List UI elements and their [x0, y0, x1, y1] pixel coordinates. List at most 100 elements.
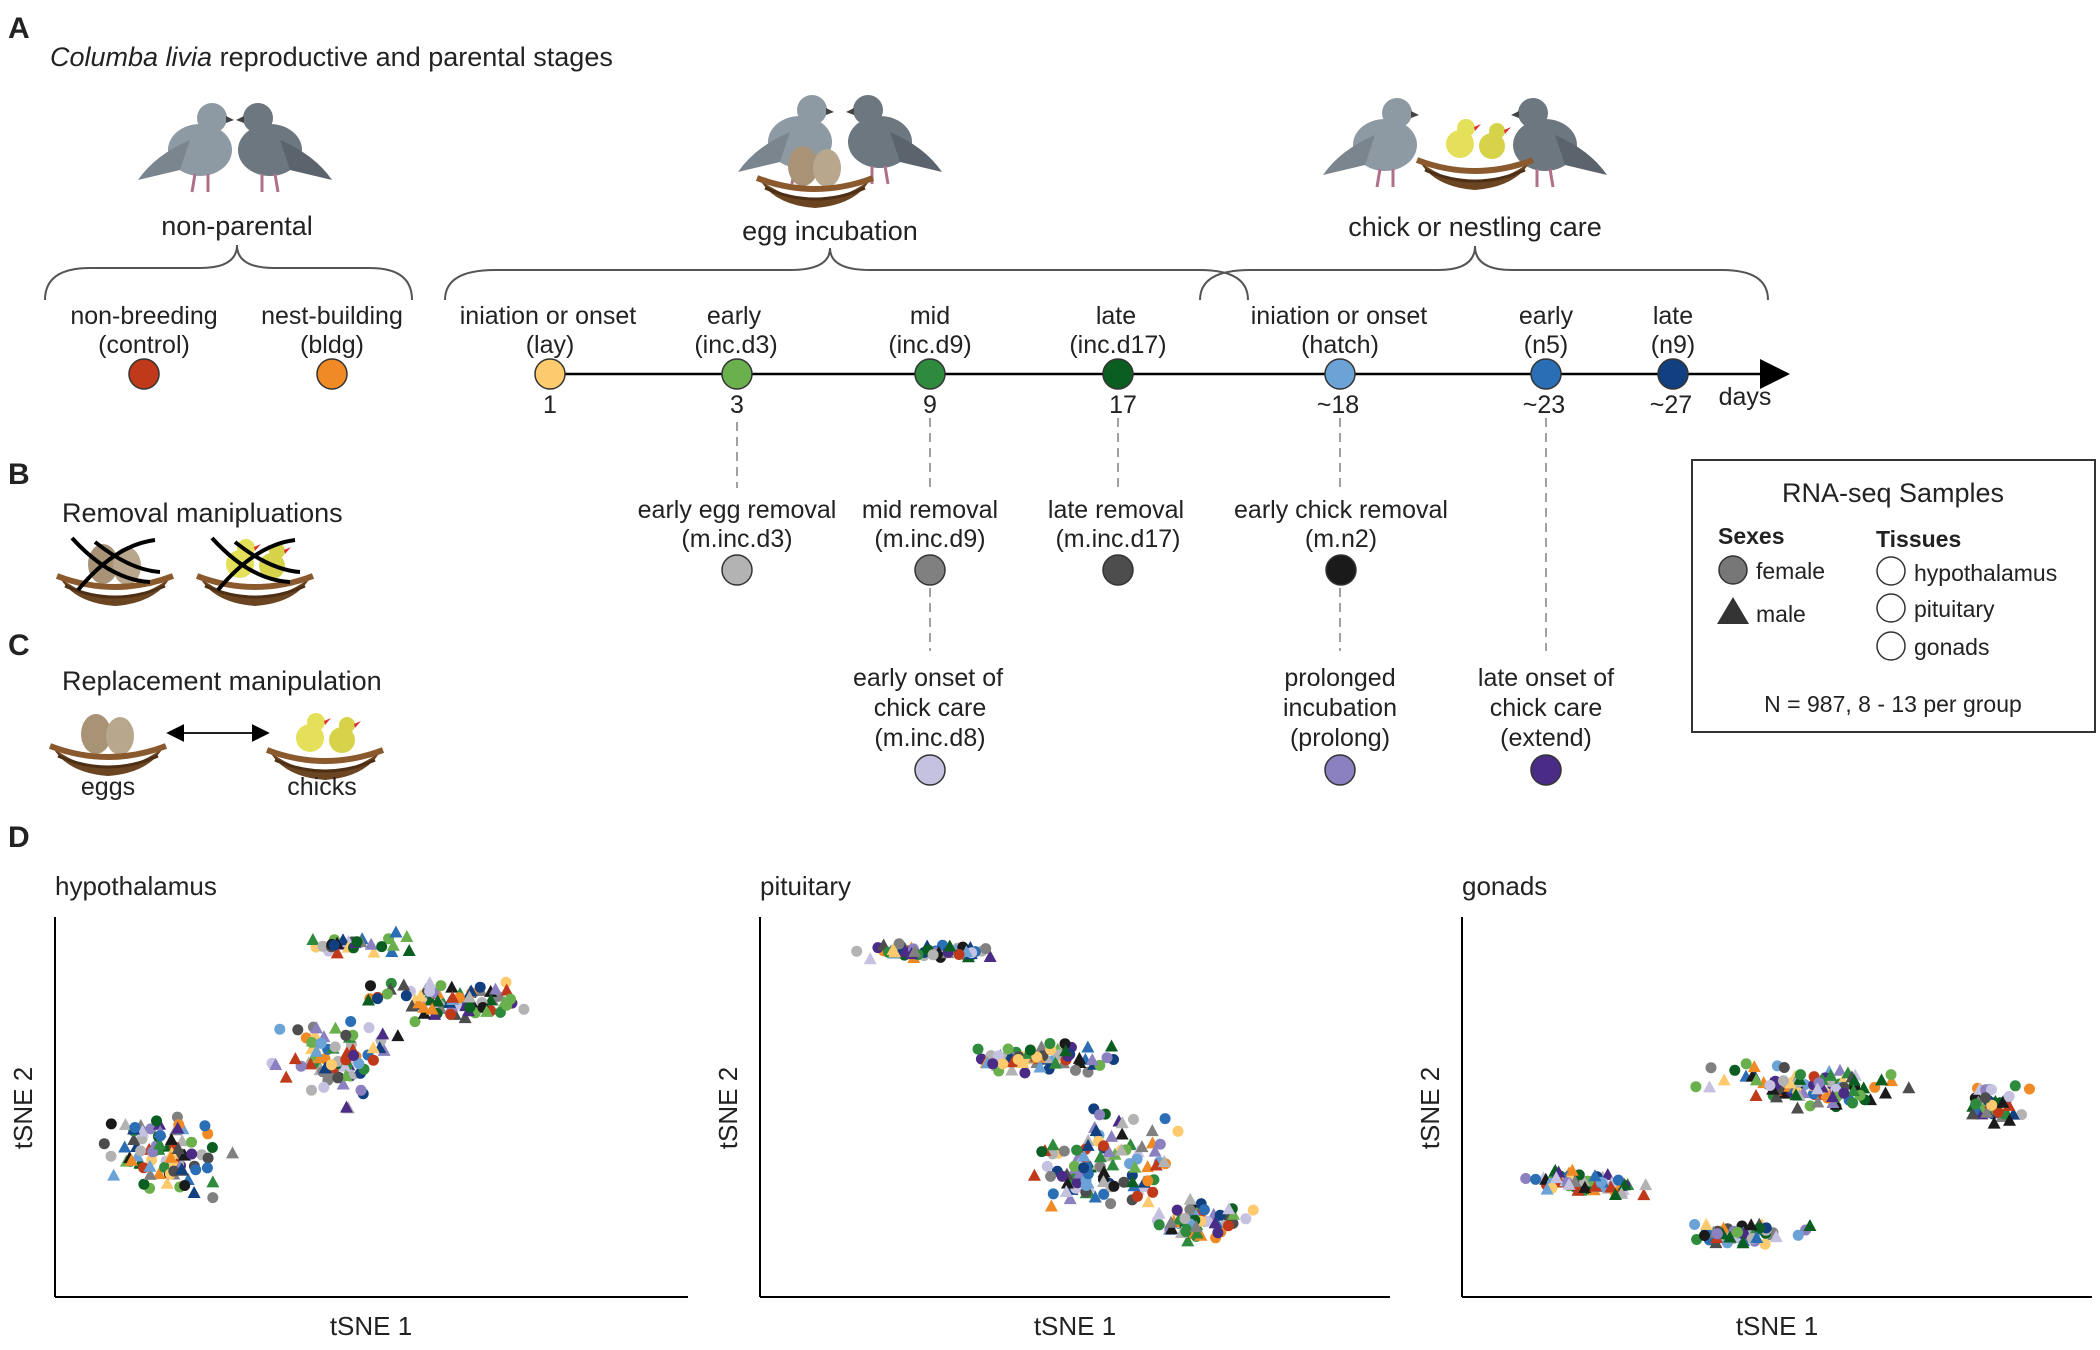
svg-text:(bldg): (bldg): [300, 331, 364, 359]
scatter-point: [893, 938, 905, 950]
svg-text:early egg removal: early egg removal: [638, 496, 837, 524]
scatter-point: [1980, 1105, 1994, 1118]
brace-non-parental: [44, 244, 413, 301]
scatter-point: [1783, 1076, 1797, 1089]
y-axis-label: tSNE 2: [8, 1067, 38, 1149]
day-label-inc-d17: 17: [1109, 391, 1137, 419]
scatter-point: [1171, 1204, 1183, 1216]
panel-a-title: Columba livia reproductive and parental …: [50, 42, 613, 72]
scatter-point: [1770, 1090, 1784, 1103]
scatter-point: [2016, 1109, 2027, 1121]
scatter-points: [1520, 1058, 2035, 1250]
panel-letter-c: C: [8, 629, 30, 662]
removal-early-chick: early chick removal (m.n2): [1234, 496, 1448, 586]
scatter-point: [367, 945, 381, 958]
scatter-point: [355, 1084, 367, 1096]
dot-inc-d3: [721, 358, 753, 390]
scatter-point: [1141, 1195, 1155, 1208]
scatter-point: [2009, 1080, 2021, 1092]
scatter-point: [2003, 1090, 2015, 1102]
scatter-point: [1803, 1218, 1817, 1231]
scatter-point: [1157, 1155, 1171, 1168]
scatter-point: [306, 1036, 318, 1048]
scatter-point: [1115, 1127, 1129, 1140]
dot-hatch: [1324, 358, 1356, 390]
scatter-point: [1128, 1160, 1142, 1173]
removal-early-egg: early egg removal (m.inc.d3): [638, 496, 837, 586]
scatter-point: [1153, 1219, 1165, 1231]
scatter-point: [1699, 1230, 1710, 1241]
scatter-point: [397, 978, 411, 991]
scatter-point: [152, 1167, 166, 1180]
scatter-point: [1077, 1149, 1091, 1162]
dot-inc-d17: [1102, 358, 1134, 390]
scatter-point: [130, 1149, 144, 1162]
dot-n9: [1657, 358, 1689, 390]
scatter-point: [306, 933, 320, 946]
scatter-point: [1847, 1097, 1859, 1109]
scatter-point: [1059, 1184, 1073, 1197]
scatter-point: [1247, 1204, 1259, 1216]
scatter-point: [338, 1059, 352, 1072]
legend-sexes-title: Sexes: [1718, 523, 1785, 549]
scatter-point: [1027, 1168, 1041, 1181]
svg-text:(inc.d9): (inc.d9): [888, 331, 971, 359]
chick-nest-removed-icon: [197, 536, 313, 606]
brace-egg-incubation: [444, 247, 1249, 301]
scatter-point: [424, 985, 436, 997]
scatter-point: [417, 1000, 431, 1013]
stage-n9: late (n9): [1651, 302, 1695, 359]
day-label-hatch: ~18: [1317, 391, 1359, 419]
svg-text:late: late: [1653, 302, 1693, 330]
scatter-point: [1048, 1056, 1062, 1069]
scatter-point: [1101, 1052, 1113, 1064]
scatter-point: [107, 1168, 121, 1181]
svg-text:late removal: late removal: [1048, 496, 1184, 524]
scatter-point: [943, 939, 957, 952]
scatter-point: [1180, 1226, 1192, 1238]
scatter-point: [1096, 1175, 1110, 1188]
scatter-points: [98, 925, 530, 1204]
svg-text:(hatch): (hatch): [1301, 331, 1379, 359]
scatter-point: [1059, 1044, 1073, 1057]
scatter-point: [1005, 1063, 1019, 1076]
scatter-point: [1102, 1144, 1116, 1157]
scatter-point: [129, 1122, 141, 1133]
scatter-point: [1012, 1054, 1024, 1065]
scatter-point: [391, 1029, 405, 1042]
chicks-label: chicks: [287, 773, 356, 801]
scatter-point: [179, 1180, 191, 1191]
scatter-point: [328, 939, 340, 951]
scatter-point: [1069, 1160, 1080, 1172]
scatter-point: [435, 980, 447, 992]
scatter-point: [160, 1176, 174, 1189]
scatter-point: [1565, 1163, 1579, 1176]
scatter-point: [365, 980, 376, 992]
y-axis-label: tSNE 2: [1415, 1067, 1445, 1149]
scatter-point: [381, 988, 393, 1000]
legend-title: RNA-seq Samples: [1782, 478, 2004, 508]
scatter-point: [1105, 1198, 1117, 1210]
scatter-point: [1690, 1081, 1702, 1093]
scatter-point: [1098, 1140, 1110, 1152]
scatter-point: [292, 1024, 304, 1036]
scatter-point: [186, 1148, 198, 1160]
scatter-point: [494, 1006, 506, 1018]
scatter-point: [1637, 1188, 1651, 1201]
stage-n5: early (n5): [1519, 302, 1574, 359]
scatter-point: [201, 1162, 213, 1174]
stage-lay: iniation or onset (lay): [460, 302, 637, 359]
scatter-point: [1097, 1165, 1111, 1178]
scatter-point: [1736, 1236, 1750, 1249]
scatter-point: [330, 946, 344, 959]
scatter-point: [1114, 1143, 1128, 1156]
scatter-point: [332, 1072, 344, 1084]
scatter-point: [1240, 1213, 1252, 1225]
scatter-point: [309, 1044, 323, 1057]
scatter-point: [888, 945, 902, 958]
scatter-point: [1902, 1081, 1916, 1094]
scatter-point: [164, 1150, 178, 1163]
scatter-point: [153, 1137, 167, 1150]
legend-tissue-circle-icon: [1876, 556, 1906, 586]
svg-text:(inc.d17): (inc.d17): [1069, 331, 1166, 359]
